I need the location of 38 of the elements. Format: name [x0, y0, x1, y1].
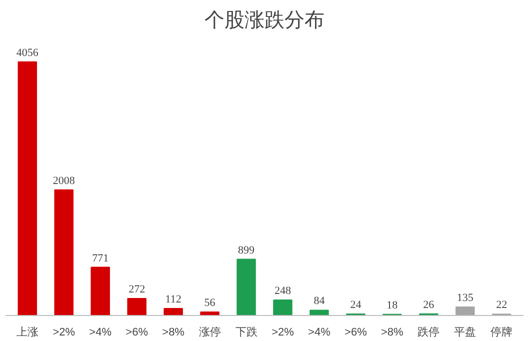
bar — [273, 299, 292, 316]
data-label: 135 — [456, 292, 474, 304]
bar — [18, 61, 38, 316]
x-tick-label: 跌停 — [418, 326, 440, 338]
x-tick-label: >6% — [126, 326, 148, 338]
data-label: 899 — [238, 244, 256, 256]
x-tick-label: 停牌 — [490, 326, 513, 338]
x-tick-label: 平盘 — [454, 326, 476, 338]
data-label: 26 — [423, 298, 435, 311]
x-tick-label: >2% — [272, 326, 294, 338]
bar — [456, 306, 475, 316]
bar — [164, 308, 183, 316]
data-label: 84 — [314, 295, 326, 308]
data-label: 248 — [274, 284, 292, 297]
x-tick-label: 涨停 — [198, 326, 221, 338]
x-tick-label: >4% — [89, 326, 112, 338]
x-tick-label: 上涨 — [16, 326, 38, 338]
bar — [310, 310, 329, 316]
x-tick-label: >4% — [308, 326, 331, 338]
data-label: 4056 — [16, 46, 39, 59]
data-label: 771 — [92, 252, 109, 264]
bar — [236, 258, 256, 316]
data-label: 2008 — [52, 174, 76, 187]
bar — [90, 266, 110, 316]
x-tick-label: >8% — [162, 326, 185, 338]
x-tick-label: 下跌 — [235, 326, 258, 338]
x-tick-label: >8% — [381, 326, 404, 338]
x-tick-label: >6% — [344, 326, 368, 338]
data-label: 56 — [204, 297, 216, 309]
chart-title: 个股涨跌分布 — [204, 8, 324, 32]
bar — [127, 298, 146, 316]
data-label: 272 — [128, 283, 146, 296]
data-label: 22 — [496, 299, 508, 312]
data-label: 24 — [350, 299, 362, 311]
data-label: 112 — [165, 293, 182, 306]
x-tick-label: >2% — [52, 326, 76, 338]
data-label: 18 — [386, 299, 398, 312]
bar — [54, 189, 74, 316]
